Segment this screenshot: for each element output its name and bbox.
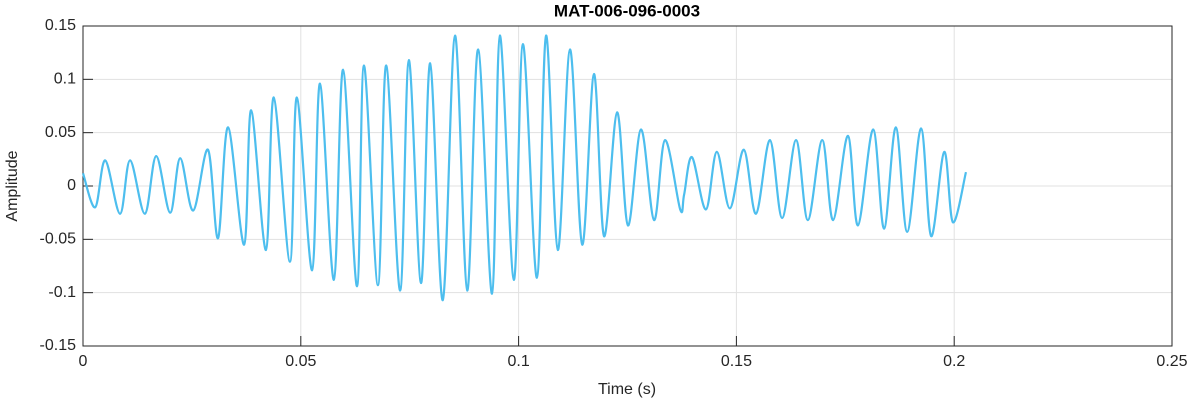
y-tick-label: -0.15 xyxy=(40,337,77,354)
y-tick-label: 0.05 xyxy=(45,124,76,141)
x-axis-label: Time (s) xyxy=(598,381,656,398)
y-tick-label: 0 xyxy=(67,177,76,194)
chart-title: MAT-006-096-0003 xyxy=(554,1,700,20)
plot-frame xyxy=(82,25,1173,347)
x-tick-label: 0.05 xyxy=(285,353,316,370)
x-tick-label: 0.1 xyxy=(507,353,529,370)
x-tick-label: 0.2 xyxy=(943,353,965,370)
x-tick-label: 0.25 xyxy=(1156,353,1187,370)
y-tick-label: -0.1 xyxy=(48,284,76,301)
y-axis-label: Amplitude xyxy=(4,150,21,221)
x-tick-label: 0 xyxy=(79,353,88,370)
y-tick-label: 0.1 xyxy=(54,71,76,88)
data-line xyxy=(81,34,968,302)
y-tick-label: -0.05 xyxy=(40,231,77,248)
x-tick-label: 0.15 xyxy=(721,353,752,370)
y-tick-label: 0.15 xyxy=(45,17,76,34)
